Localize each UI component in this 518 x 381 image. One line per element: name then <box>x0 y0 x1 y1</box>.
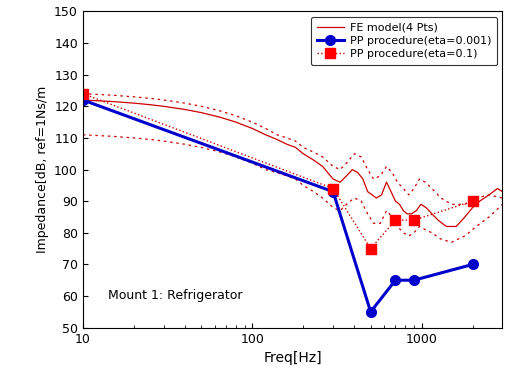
FE model(4 Pts) <box>477 199 483 203</box>
FE model(4 Pts) <box>404 211 410 216</box>
Y-axis label: Impedance[dB, ref=1Ns/m: Impedance[dB, ref=1Ns/m <box>36 86 49 253</box>
FE model(4 Pts) <box>274 137 280 142</box>
FE model(4 Pts) <box>330 177 336 181</box>
FE model(4 Pts) <box>263 133 269 137</box>
FE model(4 Pts) <box>429 211 435 216</box>
PP procedure(eta=0.001) <box>469 262 476 267</box>
Text: Mount 1: Refrigerator: Mount 1: Refrigerator <box>108 289 242 303</box>
FE model(4 Pts) <box>388 189 394 194</box>
PP procedure(eta=0.1) <box>411 218 417 223</box>
PP procedure(eta=0.1) <box>392 218 398 223</box>
FE model(4 Pts) <box>110 99 116 104</box>
FE model(4 Pts) <box>469 205 476 210</box>
FE model(4 Pts) <box>233 120 239 124</box>
FE model(4 Pts) <box>462 215 468 219</box>
FE model(4 Pts) <box>349 167 355 172</box>
Line: FE model(4 Pts): FE model(4 Pts) <box>83 100 502 226</box>
Legend: FE model(4 Pts), PP procedure(eta=0.001), PP procedure(eta=0.1): FE model(4 Pts), PP procedure(eta=0.001)… <box>311 17 497 65</box>
FE model(4 Pts) <box>379 192 385 197</box>
X-axis label: Freq[Hz]: Freq[Hz] <box>263 351 322 365</box>
FE model(4 Pts) <box>300 152 306 156</box>
PP procedure(eta=0.001) <box>80 98 86 102</box>
FE model(4 Pts) <box>198 110 205 115</box>
FE model(4 Pts) <box>413 208 420 213</box>
FE model(4 Pts) <box>310 158 316 162</box>
FE model(4 Pts) <box>494 186 500 191</box>
PP procedure(eta=0.001) <box>330 189 336 194</box>
PP procedure(eta=0.1) <box>80 91 86 96</box>
PP procedure(eta=0.1) <box>330 186 336 191</box>
FE model(4 Pts) <box>383 180 390 184</box>
FE model(4 Pts) <box>423 205 429 210</box>
PP procedure(eta=0.1) <box>469 199 476 203</box>
FE model(4 Pts) <box>292 145 298 150</box>
PP procedure(eta=0.001) <box>368 309 374 314</box>
FE model(4 Pts) <box>400 208 407 213</box>
FE model(4 Pts) <box>80 98 86 102</box>
FE model(4 Pts) <box>343 174 350 178</box>
FE model(4 Pts) <box>486 192 492 197</box>
FE model(4 Pts) <box>408 211 414 216</box>
FE model(4 Pts) <box>435 218 441 223</box>
FE model(4 Pts) <box>218 115 224 120</box>
FE model(4 Pts) <box>396 202 402 207</box>
FE model(4 Pts) <box>418 202 424 207</box>
FE model(4 Pts) <box>392 199 398 203</box>
PP procedure(eta=0.001) <box>392 278 398 283</box>
PP procedure(eta=0.1) <box>368 246 374 251</box>
FE model(4 Pts) <box>131 101 137 106</box>
FE model(4 Pts) <box>147 102 153 107</box>
FE model(4 Pts) <box>443 224 450 229</box>
PP procedure(eta=0.001) <box>411 278 417 283</box>
FE model(4 Pts) <box>337 180 343 184</box>
FE model(4 Pts) <box>182 107 188 112</box>
FE model(4 Pts) <box>369 192 375 197</box>
Line: PP procedure(eta=0.1): PP procedure(eta=0.1) <box>78 89 478 253</box>
FE model(4 Pts) <box>499 189 506 194</box>
FE model(4 Pts) <box>284 142 290 147</box>
FE model(4 Pts) <box>373 196 379 200</box>
FE model(4 Pts) <box>320 164 326 169</box>
Line: PP procedure(eta=0.001): PP procedure(eta=0.001) <box>78 95 478 317</box>
FE model(4 Pts) <box>249 126 255 131</box>
FE model(4 Pts) <box>365 189 371 194</box>
FE model(4 Pts) <box>453 224 459 229</box>
FE model(4 Pts) <box>355 170 361 175</box>
FE model(4 Pts) <box>360 177 366 181</box>
FE model(4 Pts) <box>161 104 167 109</box>
